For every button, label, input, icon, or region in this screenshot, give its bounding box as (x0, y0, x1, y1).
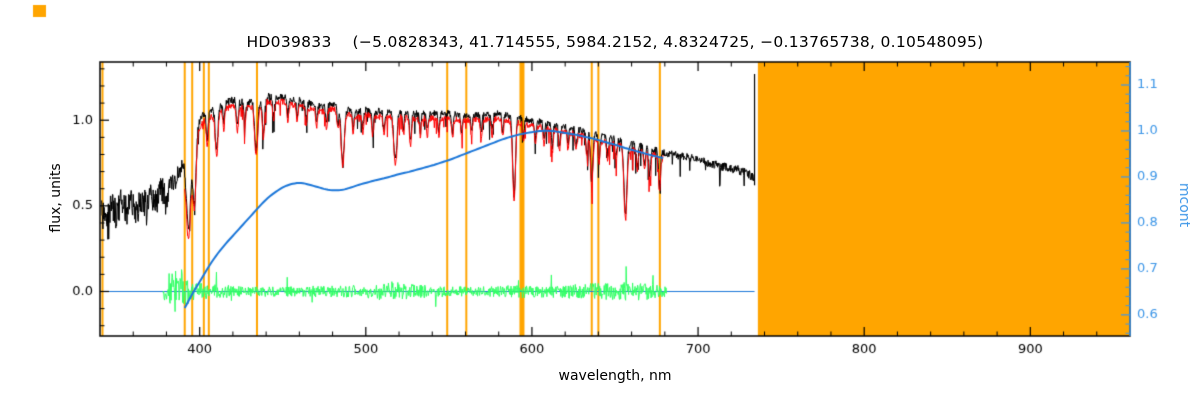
y-axis-label-left: flux, units (48, 163, 64, 233)
x-axis-label: wavelength, nm (558, 368, 672, 384)
chart-title: HD039833 (−5.0828343, 41.714555, 5984.21… (246, 33, 984, 51)
y-axis-label-right: mcont (1176, 182, 1192, 228)
